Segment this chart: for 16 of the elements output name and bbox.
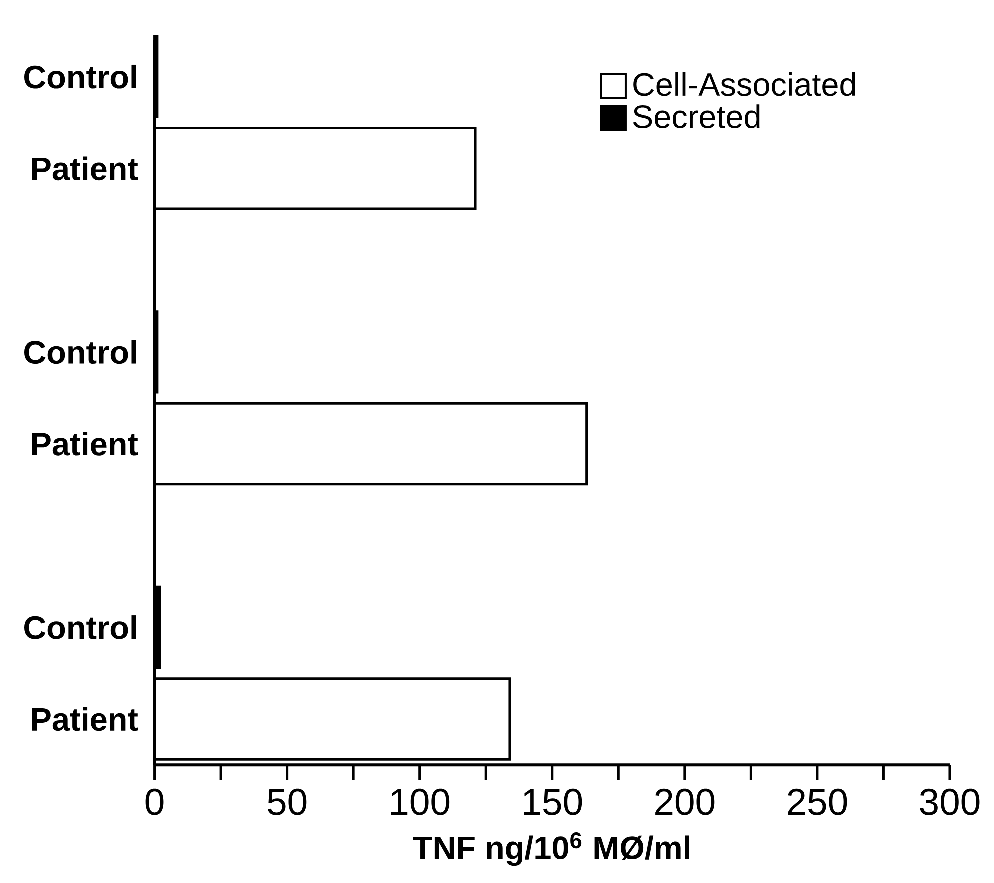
x-tick-label: 100 [391,788,450,816]
x-tick-label: 150 [524,788,582,816]
y-tick-label: Control [24,64,136,89]
x-tick-label: 0 [146,788,164,816]
y-tick-label: Patient [32,156,138,181]
legend-label: Cell-Associated [634,72,856,96]
x-tick-label: 50 [268,788,307,816]
x-tick-label: 300 [920,788,980,816]
y-tick-label: Control [24,616,136,640]
y-tick-label: Patient [32,432,138,456]
y-tick-label: Patient [32,707,138,732]
x-tick-label: 250 [788,788,848,816]
y-tick-label: Control [24,340,136,364]
legend-label: Secreted [633,104,760,128]
x-tick-label: 200 [656,788,715,816]
x-axis-title: TNF ng/10$^{6}$ MØ/ml [413,832,690,866]
